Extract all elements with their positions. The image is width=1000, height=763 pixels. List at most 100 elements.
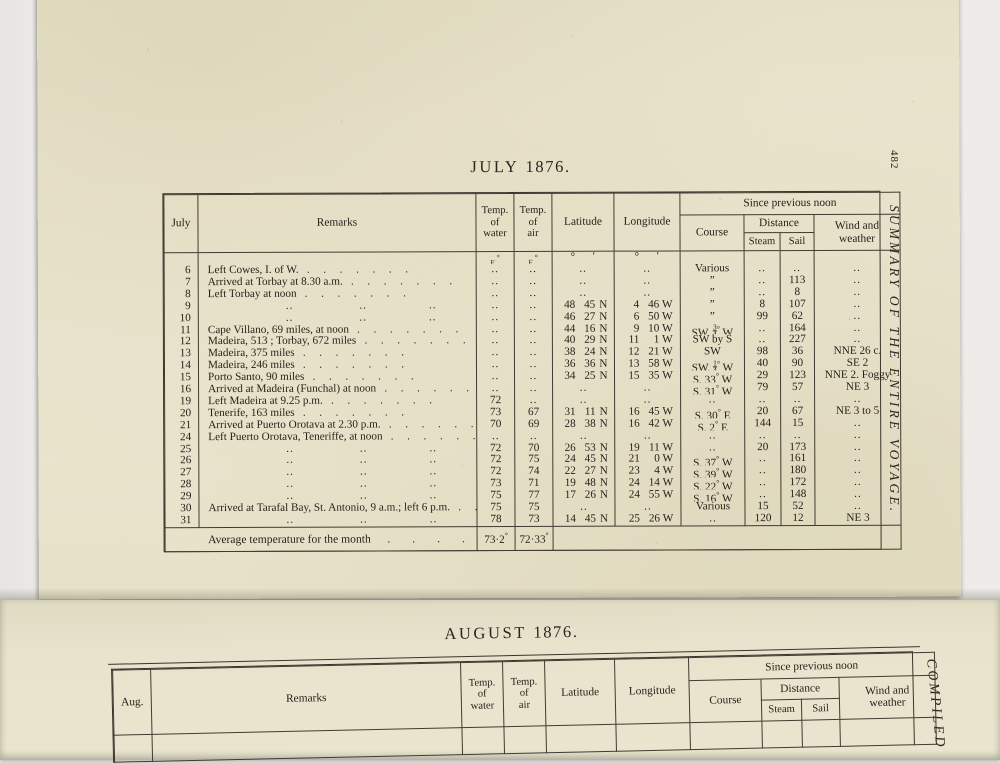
row-longitude: 25 26 W: [628, 513, 674, 525]
row-sail: 107: [788, 298, 806, 310]
row-remarks: Arrived at Puerto Orotava at 2.30 p.m. .…: [208, 418, 477, 431]
row-temp-water: ..: [491, 335, 500, 347]
row-sail: 148: [789, 489, 807, 501]
august-title-month: AUGUST: [444, 622, 527, 644]
row-sail: ..: [793, 263, 801, 275]
row-date: 30: [180, 503, 192, 515]
row-date: 26: [180, 455, 192, 467]
row-latitude: ..: [579, 275, 588, 287]
header-august-latitude: Latitude: [544, 659, 616, 726]
row-date: 15: [179, 372, 192, 384]
col-temp-air: F°........................ 67 69.. 70 75 74 71…: [514, 251, 554, 527]
row-remarks: Arrived at Tarafal Bay, St. Antonio, 9 a…: [208, 502, 476, 515]
row-latitude: ..: [579, 430, 588, 442]
header-august-temp-air: Temp. of air: [502, 660, 546, 727]
row-steam: 29: [756, 370, 769, 382]
august-empty-cell: [839, 717, 937, 747]
row-date: 13: [179, 348, 191, 360]
footer-spacer: [165, 527, 200, 552]
header-temp-water: Temp. of water: [475, 193, 515, 252]
footer-blank: [553, 525, 902, 551]
row-temp-water: 73: [490, 478, 502, 490]
row-course: S, 33° W: [692, 371, 733, 383]
august-empty-cell: [801, 719, 841, 748]
july-voyage-table: July Remarks Temp. of water Temp. of air…: [162, 190, 902, 553]
col-dates: 6 7 8 9 10 11 12 13 14 15 16 19 20 21 24 25 26 27 28 29 30 31: [164, 252, 200, 528]
row-temp-air: 73: [528, 513, 540, 525]
header-distance: Distance: [743, 214, 815, 233]
row-temp-water: 70: [490, 418, 502, 430]
row-remarks: Left Torbay at noon . . . . . . .: [207, 288, 412, 301]
row-sail: 52: [792, 500, 804, 513]
col-latitude: ° ′...... 48 45 N 46 27 N 44 16 N 40 29 N 38 24 N 36 36 N 34…: [552, 251, 616, 527]
header-august-distance: Distance: [760, 677, 840, 700]
row-course: S, 31° W: [692, 383, 733, 395]
row-sail: ..: [793, 429, 802, 441]
row-sail: 62: [791, 310, 803, 322]
header-latitude: Latitude: [551, 193, 615, 252]
col-temp-water: F°...................... 72 73 70.. 72 72 72 73…: [476, 251, 516, 527]
header-since-previous-noon: Since previous noon: [679, 192, 900, 215]
footer-average-temp-water: 73·2°: [477, 526, 516, 551]
august-empty-cell: [545, 724, 617, 753]
row-remarks: ......: [285, 311, 437, 324]
row-longitude: 24 55 W: [628, 489, 674, 501]
row-course: S, 39° W: [693, 466, 733, 478]
row-longitude: 16 42 W: [628, 418, 673, 430]
row-course: ”: [709, 275, 715, 287]
august-title-year: 1876: [533, 621, 573, 642]
row-latitude: 40 29 N: [564, 335, 608, 347]
col-steam: ...... 8 99.... 98 40 29 79.. 20 144.. 20........…: [744, 250, 782, 526]
row-longitude: 11 1 W: [628, 334, 673, 347]
august-empty-cell: [461, 726, 505, 755]
row-sail: 67: [792, 405, 804, 417]
row-sail: 123: [789, 370, 806, 382]
row-date: 16: [179, 384, 192, 396]
row-latitude: ..: [579, 382, 588, 394]
august-empty-cell: [689, 720, 763, 750]
row-latitude: 48 45 N: [564, 299, 608, 311]
header-august-course: Course: [688, 679, 762, 723]
row-latitude: 44 16 N: [564, 323, 608, 335]
row-date: 6: [185, 265, 191, 277]
row-longitude: 21 0 W: [628, 453, 674, 466]
row-latitude: 24 45 N: [564, 454, 608, 466]
row-course: SW, 3 4° W: [691, 322, 734, 335]
row-temp-air: 77: [528, 489, 540, 502]
july-title-month: JULY: [470, 157, 519, 177]
row-steam: 144: [754, 417, 772, 429]
row-latitude: ..: [579, 263, 587, 275]
col-course: Various”””” SW, 3 4° W SW by S SW SW, 1 4° W S,…: [680, 250, 746, 526]
row-date: 19: [179, 396, 192, 408]
row-remarks: Cape Villano, 69 miles, at noon . . . . …: [207, 323, 464, 336]
page-number: 482: [888, 150, 900, 170]
footer-average-label: Average temperature for the month . . . …: [199, 526, 478, 552]
row-latitude: 31 11 N: [564, 406, 608, 418]
row-temp-water: ..: [491, 311, 500, 323]
row-sail: 173: [789, 441, 807, 453]
row-remarks: ......: [286, 478, 438, 490]
row-steam: ..: [759, 489, 767, 501]
row-temp-water: 72: [490, 454, 502, 466]
row-longitude: 4 46 W: [633, 299, 673, 311]
row-latitude: 19 48 N: [564, 477, 608, 490]
row-temp-air: 75: [528, 501, 540, 513]
row-temp-air: ..: [529, 371, 538, 383]
row-steam: ..: [759, 477, 767, 489]
row-remarks: Left Puerto Orotava, Teneriffe, at noon …: [208, 430, 477, 443]
row-longitude: 12 21 W: [628, 346, 673, 359]
row-remarks: ......: [286, 466, 438, 479]
row-date: 11: [180, 324, 191, 336]
row-course: S, 37° W: [693, 454, 733, 466]
row-temp-water: ..: [491, 323, 500, 335]
row-steam: 40: [756, 358, 769, 370]
row-course: ”: [709, 310, 715, 323]
row-temp-water: ..: [491, 287, 500, 300]
header-august-distance-sail: Sail: [801, 698, 840, 721]
row-course: ..: [709, 513, 717, 525]
header-distance-sail: Sail: [780, 232, 815, 251]
footer-average-temp-air: 72·33°: [515, 526, 554, 551]
row-remarks: Left Cowes, I. of W. . . . . . . .: [207, 264, 414, 277]
row-steam: 98: [756, 346, 769, 358]
row-steam: 120: [754, 512, 772, 525]
